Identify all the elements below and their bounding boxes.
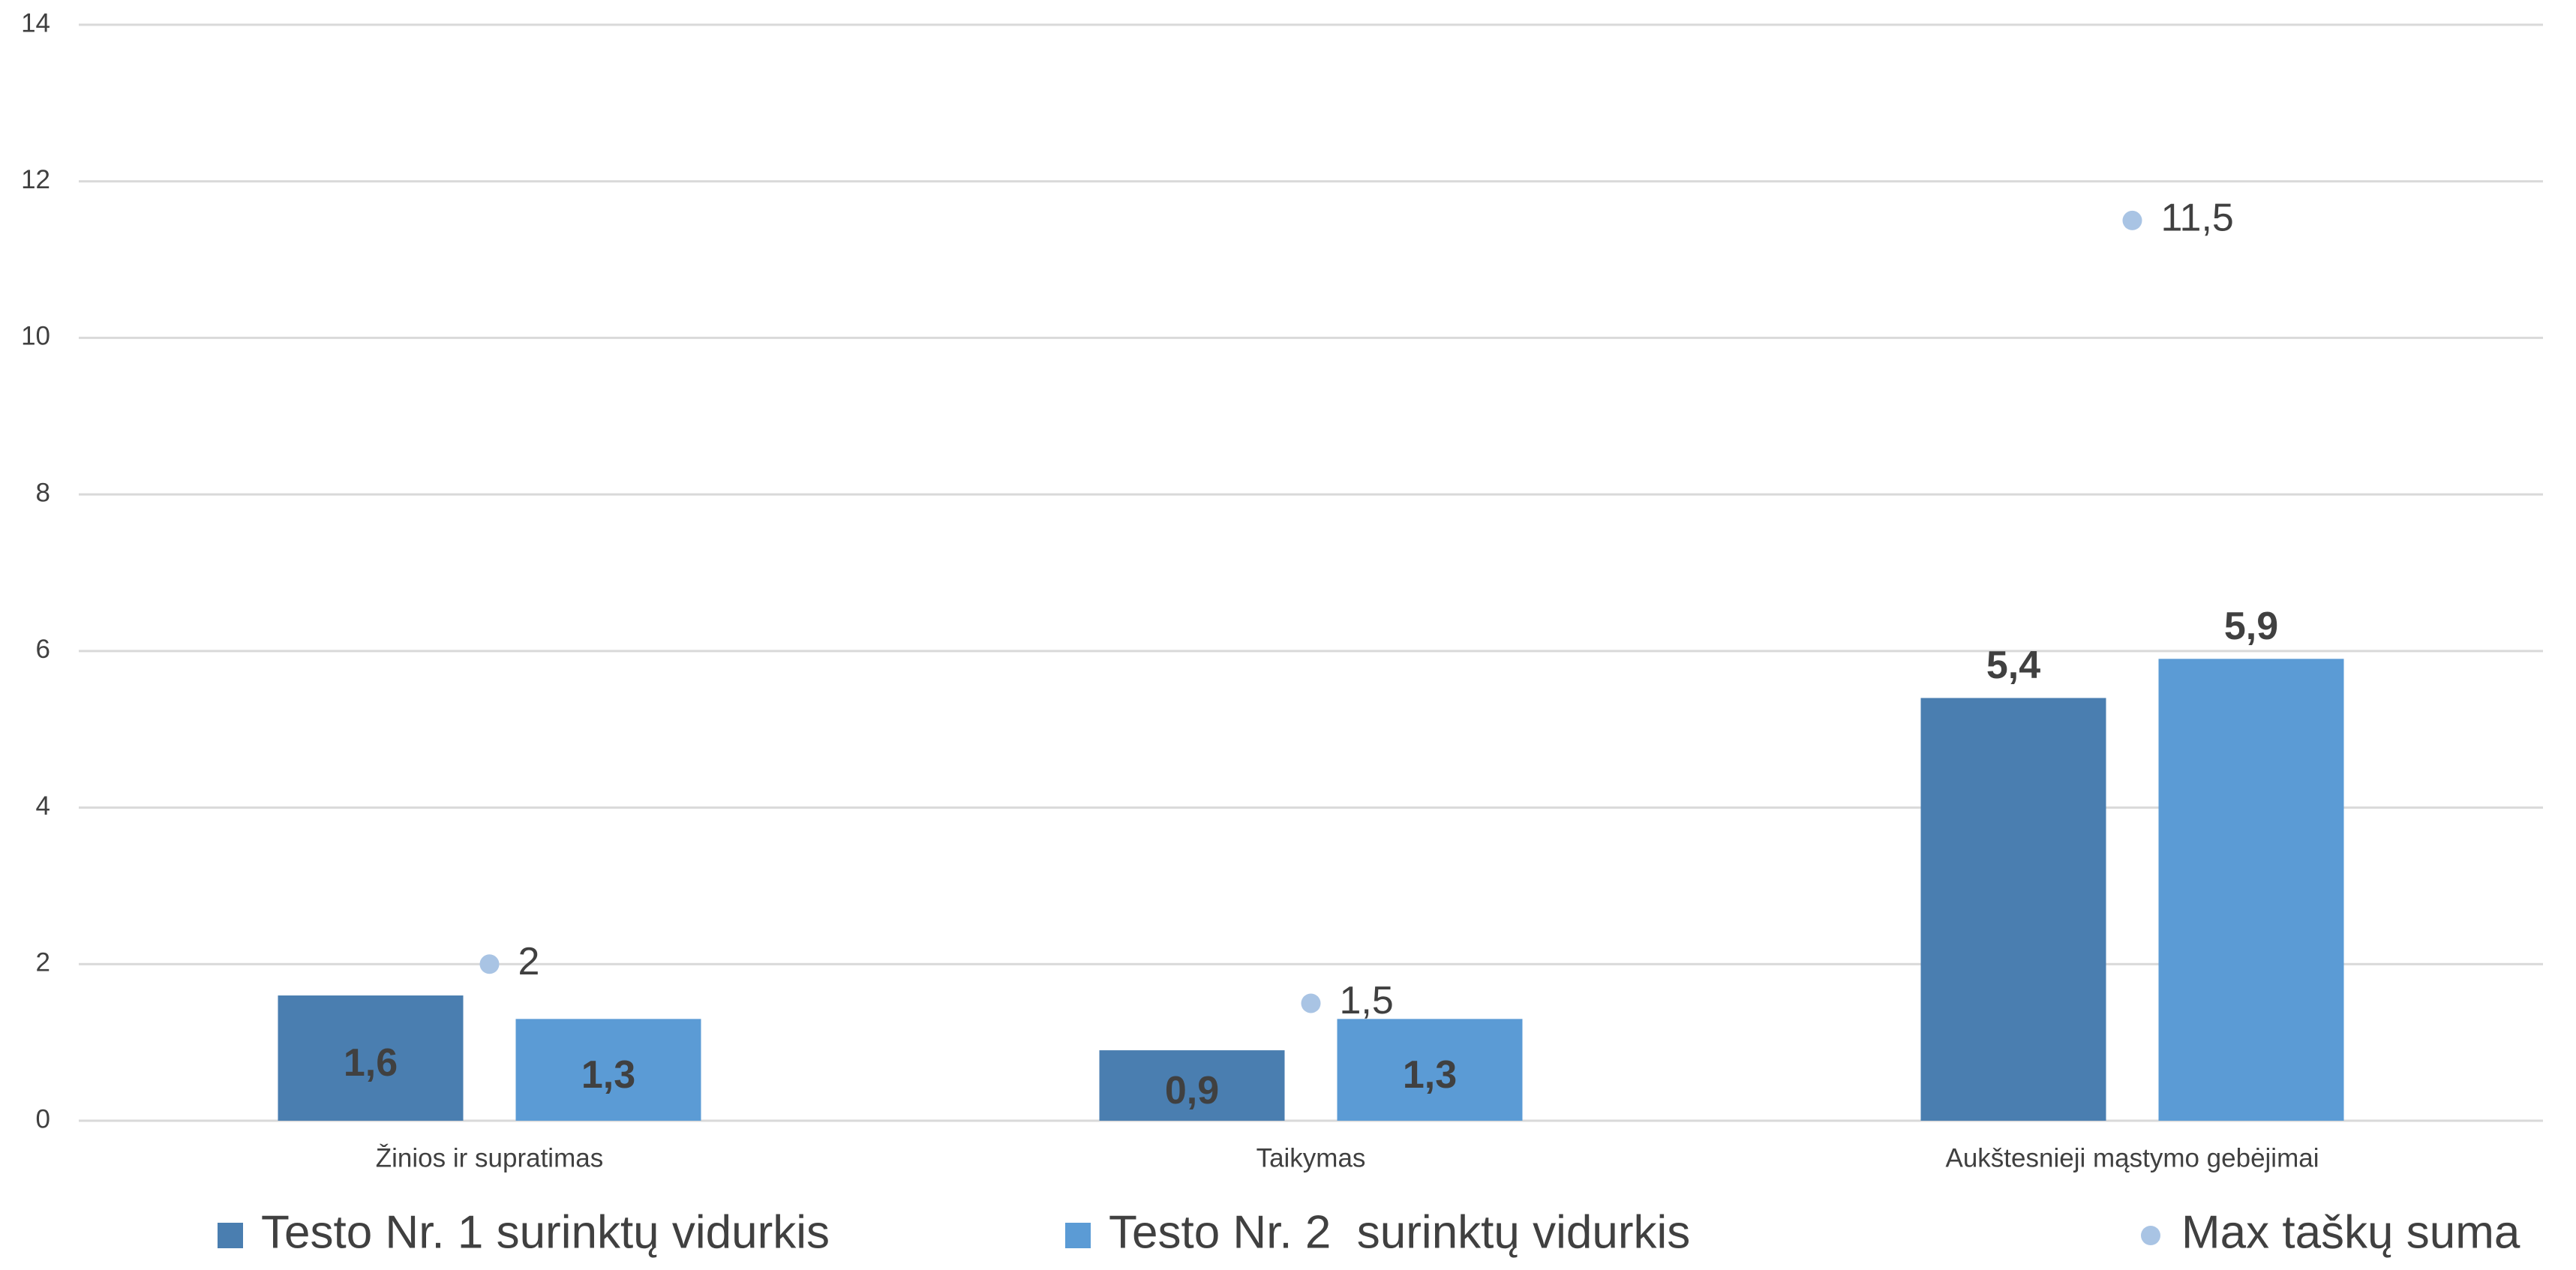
x-tick-label: Aukštesnieji mąstymo gebėjimai [1946, 1143, 2319, 1172]
y-tick-label: 0 [36, 1104, 50, 1133]
bar [2158, 659, 2344, 1121]
y-tick-label: 10 [21, 322, 50, 351]
x-tick-label: Žinios ir supratimas [376, 1143, 603, 1172]
data-label: 1,3 [581, 1053, 635, 1097]
data-label: 0,9 [1165, 1069, 1219, 1112]
y-tick-label: 12 [21, 165, 50, 194]
data-label: 1,3 [1403, 1053, 1457, 1097]
point [1301, 993, 1321, 1013]
point [2122, 210, 2142, 230]
bar [1337, 1019, 1523, 1121]
legend-marker [218, 1223, 243, 1248]
legend-label: Max taškų suma [2181, 1206, 2520, 1258]
x-tick-label: Taikymas [1256, 1143, 1366, 1172]
legend-label: Testo Nr. 2 surinktų vidurkis [1109, 1206, 1690, 1258]
bar [1099, 1050, 1285, 1121]
data-label: 2 [518, 940, 540, 983]
data-label: 1,6 [344, 1041, 398, 1085]
point [479, 954, 500, 974]
bar [278, 995, 464, 1121]
legend-marker [1065, 1223, 1091, 1248]
y-tick-label: 8 [36, 478, 50, 507]
legend-marker [2141, 1226, 2160, 1245]
y-tick-label: 2 [36, 948, 50, 977]
y-tick-label: 14 [21, 8, 50, 38]
y-tick-label: 6 [36, 635, 50, 664]
y-tick-label: 4 [36, 791, 50, 821]
data-label: 5,9 [2224, 605, 2278, 648]
data-label: 1,5 [1340, 979, 1394, 1022]
data-label: 11,5 [2161, 197, 2234, 240]
bar [1920, 698, 2106, 1121]
data-label: 5,4 [1986, 644, 2040, 687]
bar [515, 1019, 701, 1121]
legend-label: Testo Nr. 1 surinktų vidurkis [261, 1206, 830, 1258]
